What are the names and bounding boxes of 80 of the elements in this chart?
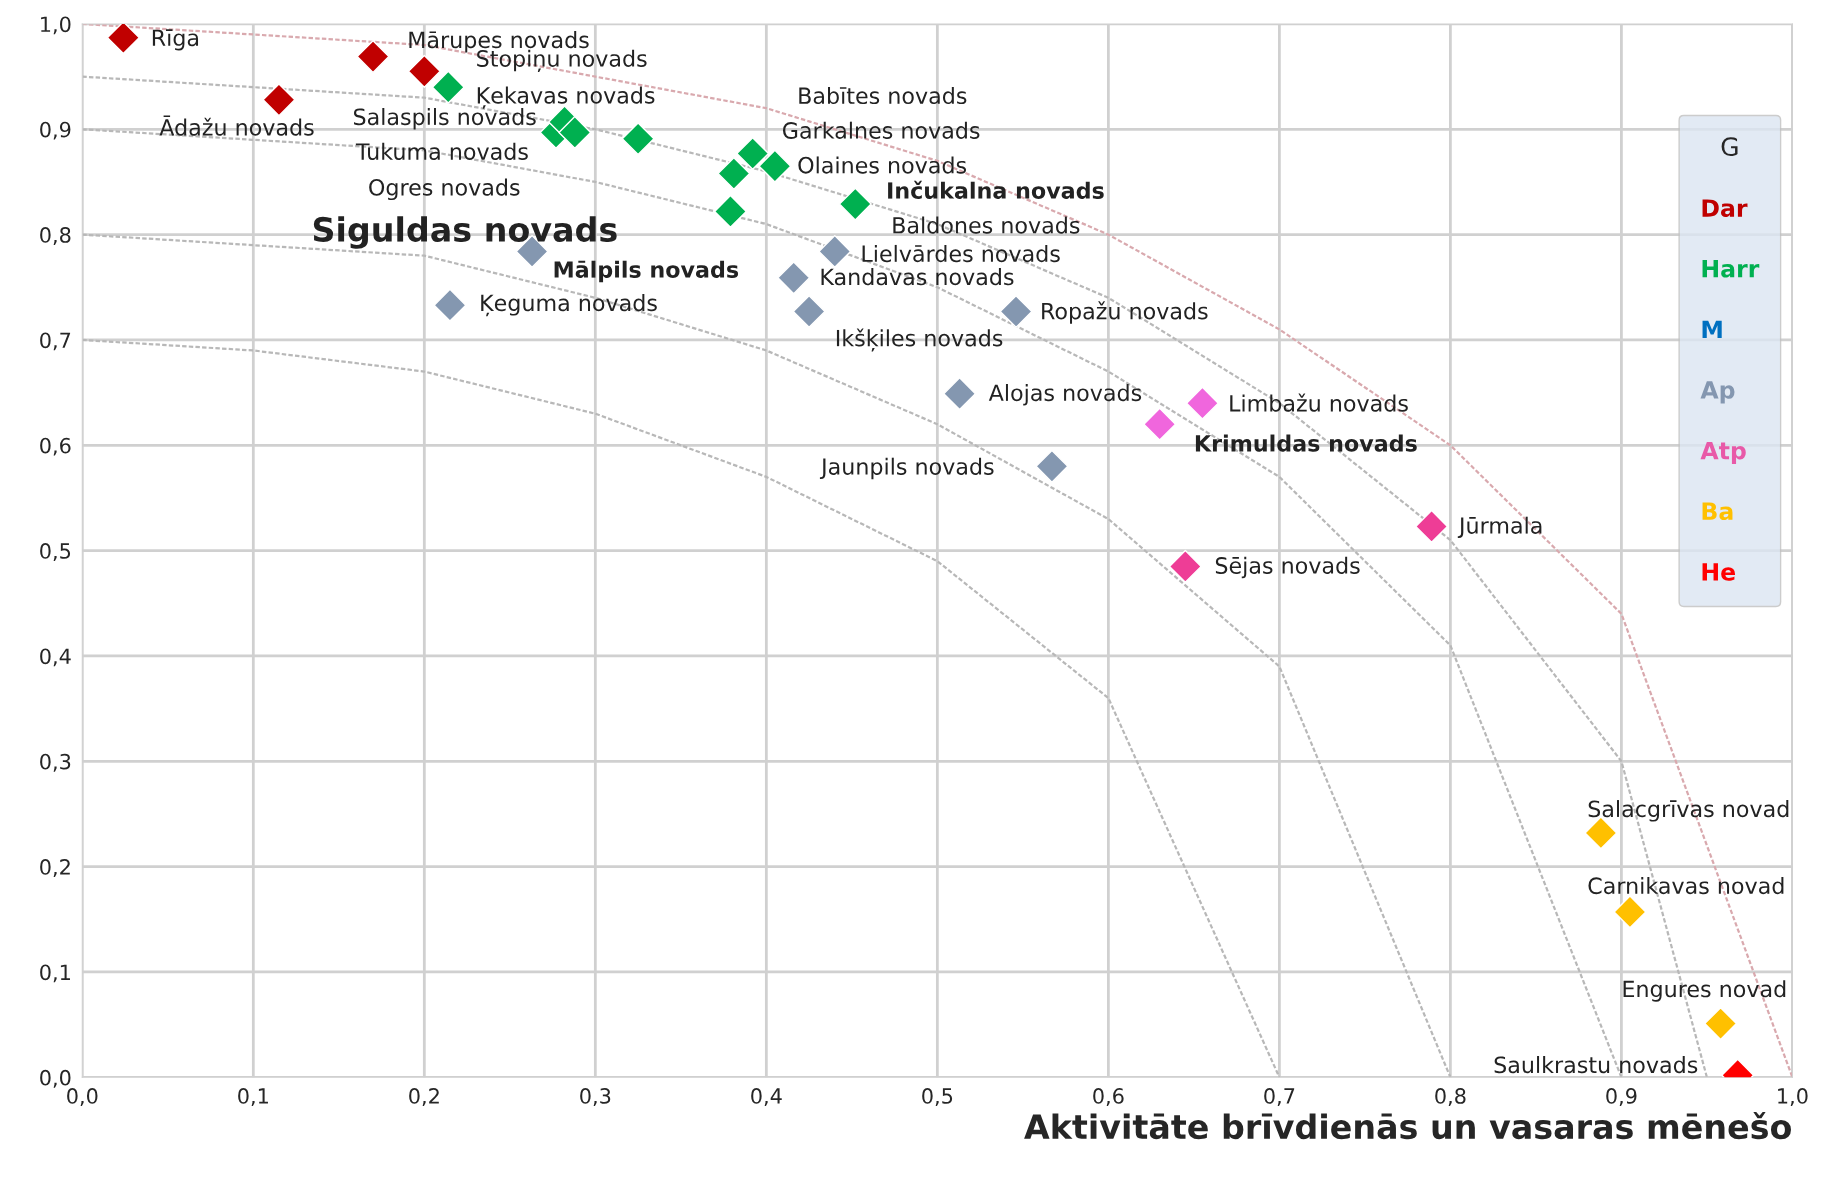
annotation: Tukuma novads xyxy=(355,142,528,160)
point xyxy=(717,156,751,191)
annotation: Salacgrīvas novad xyxy=(1588,800,1789,822)
annotation: Garkalnes novads xyxy=(782,121,980,139)
x-tick-label: 0,7 xyxy=(1264,1088,1295,1106)
point xyxy=(999,294,1033,329)
annotation: Salaspils novads xyxy=(353,107,536,130)
annotation: Ikšķiles novads xyxy=(836,328,1003,352)
y-tick-label: 0,1 xyxy=(40,964,70,983)
y-tick-label: 0,6 xyxy=(40,437,71,456)
annotation: Inčukalna novads xyxy=(888,180,1104,199)
annotation: Sējas novads xyxy=(1215,556,1360,579)
annotation: Rīga xyxy=(152,29,199,51)
text: Ba xyxy=(1702,502,1733,521)
y-tick-label: 0,5 xyxy=(40,543,71,561)
point xyxy=(433,288,467,322)
text: Ap xyxy=(1700,381,1735,404)
point xyxy=(1143,407,1177,441)
point xyxy=(1704,1007,1738,1041)
annotation: Engures novad xyxy=(1623,980,1786,1002)
point xyxy=(106,23,140,55)
annotation: Ropažu novads xyxy=(1042,301,1208,324)
annotation: Carnikavas novad xyxy=(1588,876,1784,895)
x-tick-label: 0,9 xyxy=(1606,1088,1637,1106)
point xyxy=(262,83,296,117)
y-tick-label: 0,7 xyxy=(40,332,71,351)
x-tick-label: 0,5 xyxy=(922,1088,953,1106)
y-tick-label: 0,9 xyxy=(40,121,71,140)
x-tick-label: 0,1 xyxy=(238,1088,268,1106)
annotation: Kandavas novads xyxy=(821,268,1014,286)
annotation: Ogres novads xyxy=(369,178,520,201)
annotation: Ādažu novads xyxy=(159,115,314,136)
point xyxy=(777,261,811,295)
annotation: Olaines novads xyxy=(798,156,967,174)
x-tick-label: 0,4 xyxy=(751,1088,782,1106)
y-tick-label: 0,0 xyxy=(40,1069,71,1088)
text: He xyxy=(1702,563,1736,581)
annotation: Ķeguma novads xyxy=(481,294,657,317)
annotation: Jaunpils novads xyxy=(819,457,994,480)
point xyxy=(1168,549,1202,583)
x-tick-label: 1,0 xyxy=(1778,1088,1808,1106)
point xyxy=(1415,509,1449,543)
text: Dar xyxy=(1702,199,1748,217)
legend-label: M xyxy=(1702,320,1722,338)
y-tick-label: 0,4 xyxy=(40,648,71,667)
y-tick-label: 1,0 xyxy=(41,16,71,35)
x-tick-label: 0,0 xyxy=(67,1088,98,1106)
x-tick-label: 0,3 xyxy=(580,1088,611,1106)
y-tick-label: 0,2 xyxy=(40,859,70,877)
annotation: Siguldas novads xyxy=(313,216,617,249)
point xyxy=(838,187,872,221)
x-tick-label: 0,2 xyxy=(409,1088,439,1106)
point xyxy=(818,234,852,268)
annotation: Baldones novads xyxy=(893,216,1080,234)
y-tick-label: 0,8 xyxy=(40,227,71,245)
text: Harr xyxy=(1702,260,1760,278)
x-axis-title: Aktivitāte brīvdienās un vasaras mēnešo xyxy=(1024,1112,1791,1140)
annotation: Mālpils novads xyxy=(554,260,739,283)
point xyxy=(621,122,655,156)
annotation: Lielvārdes novads xyxy=(862,244,1060,263)
legend-title: G xyxy=(1721,137,1738,157)
point xyxy=(1035,449,1069,483)
annotation: Krimuldas novads xyxy=(1195,434,1417,452)
point xyxy=(558,115,592,149)
annotation: Babītes novads xyxy=(799,86,967,105)
x-tick-label: 0,6 xyxy=(1093,1088,1124,1106)
point xyxy=(792,294,826,329)
point xyxy=(943,377,977,411)
x-tick-label: 0,8 xyxy=(1435,1088,1466,1106)
point xyxy=(1185,386,1219,420)
annotation: Saulkrastu novads xyxy=(1494,1056,1698,1074)
annotation: Limbažu novads xyxy=(1230,393,1408,412)
annotation: Jūrmala xyxy=(1457,516,1542,539)
point xyxy=(356,40,390,74)
y-tick-label: 0,3 xyxy=(40,753,71,772)
point xyxy=(407,54,441,88)
point xyxy=(1613,895,1647,929)
annotation: Alojas novads xyxy=(988,383,1142,406)
annotation: Ķekavas novads xyxy=(477,86,655,109)
text: Atp xyxy=(1700,441,1746,465)
